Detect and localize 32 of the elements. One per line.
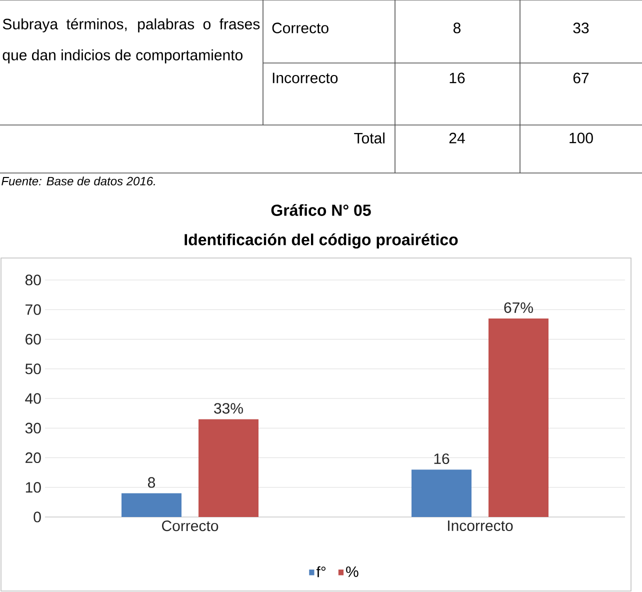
bar <box>198 419 259 517</box>
chart-subtitle: Identificación del código proairético <box>184 233 458 249</box>
bar <box>488 318 549 517</box>
y-tick-label: 70 <box>26 304 41 315</box>
y-tick-label: 40 <box>25 393 41 404</box>
text: Correcto <box>272 22 328 34</box>
y-tick-label: 50 <box>25 364 41 374</box>
text: Total <box>354 132 384 144</box>
data-label: 16 <box>434 453 450 464</box>
text: 100 <box>570 132 593 144</box>
text: 33 <box>573 22 589 34</box>
y-tick-label: 20 <box>26 452 41 464</box>
text: 24 <box>449 132 465 144</box>
text: 8 <box>453 22 461 34</box>
source-note: Fuente: Base de datos 2016. <box>2 176 155 186</box>
data-label: 8 <box>148 477 156 488</box>
y-tick-label: 0 <box>34 512 41 522</box>
text: Incorrecto <box>272 72 338 84</box>
y-tick-label: 80 <box>25 274 41 286</box>
legend-label: f° <box>316 566 326 578</box>
chart-title: Gráfico N° 05 <box>271 204 371 216</box>
text: 16 <box>450 72 465 84</box>
data-label: 67% <box>504 302 533 313</box>
text: 67 <box>573 72 589 84</box>
bar <box>122 493 182 517</box>
data-label: 33% <box>214 403 243 414</box>
text: Subraya términos, palabras o frases que dan indicios de comportamiento <box>2 18 260 64</box>
y-tick-label: 10 <box>26 482 41 493</box>
legend-label: % <box>346 566 358 577</box>
y-tick-label: 30 <box>25 422 41 434</box>
y-tick-label: 60 <box>26 334 41 345</box>
bar <box>412 470 472 517</box>
